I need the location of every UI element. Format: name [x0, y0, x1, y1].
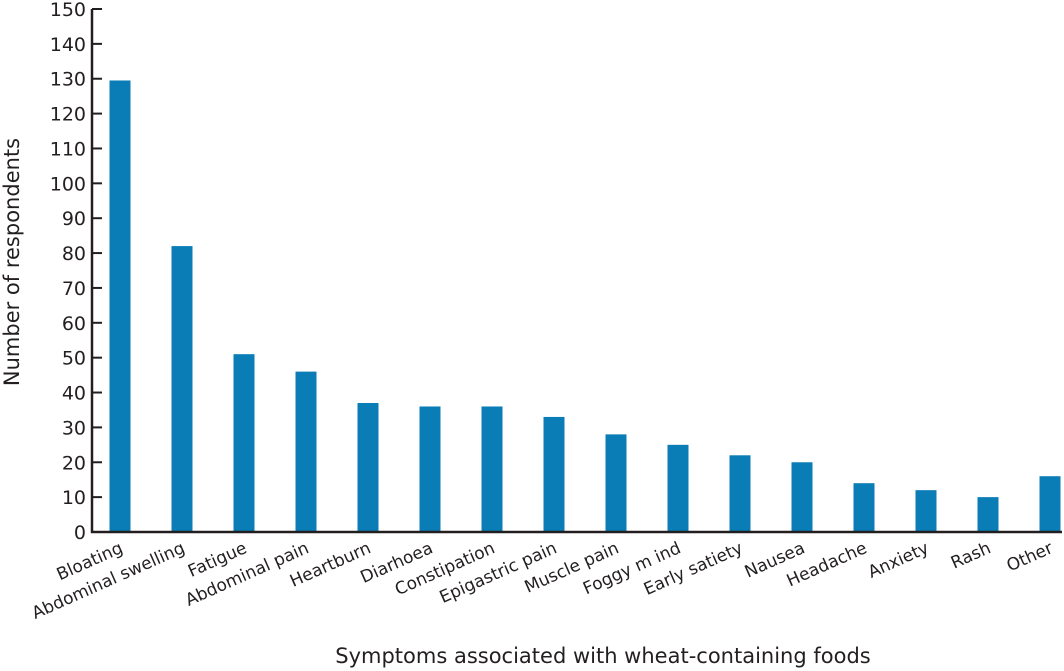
y-tick-label: 70 — [62, 278, 86, 300]
y-tick-label: 40 — [62, 383, 86, 405]
bars — [109, 80, 1061, 533]
y-tick-label: 10 — [62, 487, 86, 509]
y-tick-label: 130 — [50, 69, 86, 91]
x-tick-label: Anxiety — [865, 538, 932, 582]
y-axis-ticks: 0 10 20 30 40 50 60 70 80 90 100 110 120 130 140 150 — [50, 0, 102, 544]
bar-epigastric-pain — [543, 416, 565, 532]
bar-rash — [977, 497, 999, 532]
bar-nausea — [791, 462, 813, 532]
bar-foggy-m-ind — [667, 444, 689, 532]
bar-early-satiety — [729, 455, 751, 532]
y-tick-label: 20 — [62, 452, 86, 474]
bar-abdominal-pain — [295, 371, 317, 532]
bar-anxiety — [915, 490, 937, 532]
y-axis-title: Number of respondents — [0, 138, 24, 386]
bar-other — [1039, 476, 1061, 532]
x-axis-title: Symptoms associated with wheat-containin… — [335, 644, 870, 668]
bar-diarhoea — [419, 406, 441, 532]
y-tick-label: 30 — [62, 417, 86, 439]
bar-constipation — [481, 406, 503, 532]
y-tick-label: 0 — [74, 522, 86, 544]
bar-muscle-pain — [605, 434, 627, 532]
y-tick-label: 90 — [62, 208, 86, 230]
x-tick-label: Other — [1004, 538, 1056, 576]
bar-headache — [853, 483, 875, 532]
y-tick-label: 50 — [62, 348, 86, 370]
y-tick-label: 150 — [50, 0, 86, 21]
bar-bloating — [109, 80, 131, 532]
y-tick-label: 120 — [50, 104, 86, 126]
y-tick-label: 110 — [50, 138, 86, 160]
x-tick-label: Rash — [948, 538, 994, 573]
y-tick-label: 140 — [50, 34, 86, 56]
y-tick-label: 80 — [62, 243, 86, 265]
y-tick-label: 60 — [62, 313, 86, 335]
bar-heartburn — [357, 402, 379, 532]
bar-abdominal-swelling — [171, 246, 193, 533]
bar-fatigue — [233, 354, 255, 532]
y-tick-label: 100 — [50, 173, 86, 195]
